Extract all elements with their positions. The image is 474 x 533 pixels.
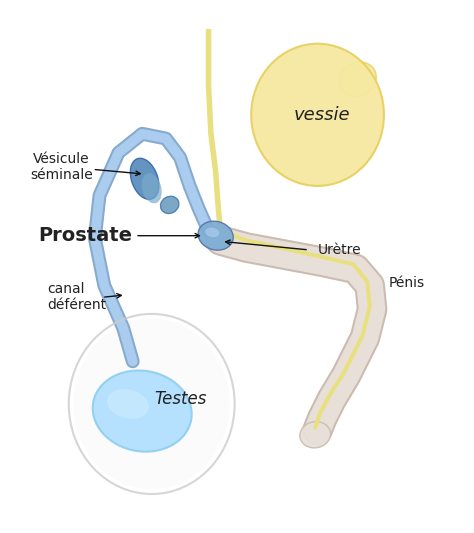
- Text: Prostate: Prostate: [38, 226, 132, 245]
- Ellipse shape: [339, 62, 376, 96]
- Ellipse shape: [107, 389, 149, 419]
- Text: Vésicule
séminale: Vésicule séminale: [30, 152, 93, 182]
- Ellipse shape: [130, 158, 159, 199]
- Ellipse shape: [93, 370, 191, 451]
- Ellipse shape: [205, 228, 219, 237]
- Text: canal
déférent: canal déférent: [47, 282, 107, 312]
- Text: Testes: Testes: [154, 390, 206, 408]
- Text: vessie: vessie: [294, 106, 351, 124]
- Ellipse shape: [142, 173, 162, 204]
- Ellipse shape: [251, 44, 384, 186]
- Text: Urètre: Urètre: [318, 243, 361, 257]
- Ellipse shape: [73, 319, 230, 489]
- Text: Pénis: Pénis: [389, 276, 425, 290]
- Ellipse shape: [161, 196, 179, 214]
- Ellipse shape: [198, 221, 233, 250]
- Ellipse shape: [300, 422, 330, 448]
